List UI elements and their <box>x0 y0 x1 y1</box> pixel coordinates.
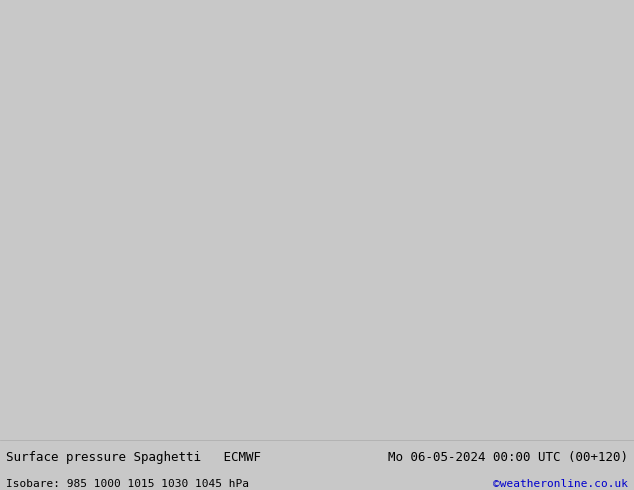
Text: Mo 06-05-2024 00:00 UTC (00+120): Mo 06-05-2024 00:00 UTC (00+120) <box>387 451 628 464</box>
Text: Isobare: 985 1000 1015 1030 1045 hPa: Isobare: 985 1000 1015 1030 1045 hPa <box>6 479 249 489</box>
Text: ©weatheronline.co.uk: ©weatheronline.co.uk <box>493 479 628 489</box>
Text: Surface pressure Spaghetti   ECMWF: Surface pressure Spaghetti ECMWF <box>6 451 261 464</box>
